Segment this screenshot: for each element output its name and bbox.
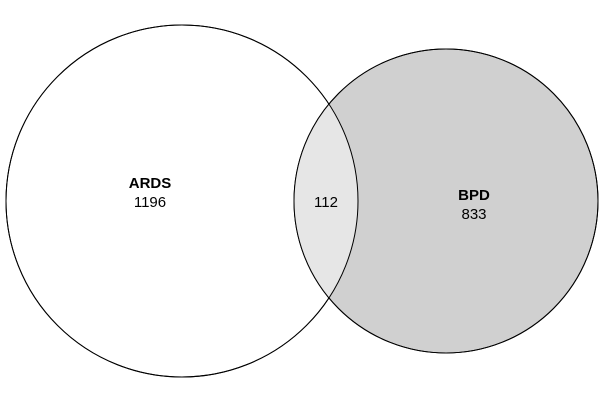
ards-label: ARDS bbox=[129, 175, 172, 192]
bpd-count: 833 bbox=[461, 206, 486, 223]
ards-outline bbox=[5, 24, 359, 378]
bpd-label: BPD bbox=[458, 187, 490, 204]
bpd-outline bbox=[293, 48, 599, 354]
intersection-count: 112 bbox=[314, 194, 338, 211]
ards-count: 1196 bbox=[134, 194, 166, 211]
